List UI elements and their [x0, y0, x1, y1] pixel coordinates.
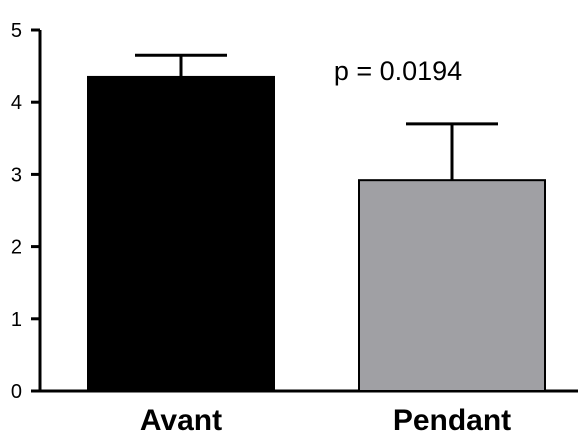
y-tick-label-5: 5: [11, 20, 22, 42]
y-axis: 0 1 2 3 4 5: [11, 20, 42, 403]
y-tick-label-4: 4: [11, 92, 22, 114]
p-value-annotation: p = 0.0194: [334, 56, 462, 86]
bar-avant: [87, 75, 275, 393]
category-label-pendant: Pendant: [393, 404, 511, 437]
y-tick-label-3: 3: [11, 164, 22, 186]
bar-pendant: [358, 179, 546, 392]
category-label-avant: Avant: [140, 404, 222, 437]
y-tick-label-2: 2: [11, 237, 22, 259]
y-tick-label-0: 0: [11, 381, 22, 403]
y-tick-label-1: 1: [11, 309, 22, 331]
